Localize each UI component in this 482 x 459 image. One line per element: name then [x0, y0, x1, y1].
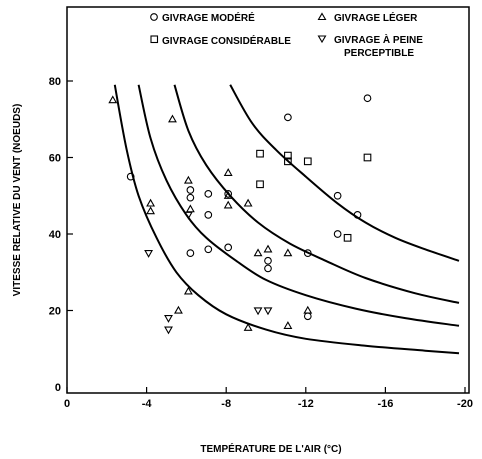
legend-label-barely-perceptible: GIVRAGE À PEINE [334, 33, 423, 46]
data-point-circle [303, 312, 312, 321]
y-tick-label: 40 [49, 229, 61, 241]
data-point-triangle-up [303, 305, 313, 314]
y-axis-title: VITESSE RELATIVE DU VENT (NOEUDS) [12, 104, 23, 297]
x-axis: 0 -4 -8 -12 -16 -20 [64, 387, 473, 410]
y-tick-label: 80 [49, 76, 61, 88]
legend-label-moderate: GIVRAGE MODÉRÉ [162, 11, 255, 24]
data-point-square [303, 157, 312, 166]
y-tick-label: 60 [49, 153, 61, 165]
points-group [108, 94, 372, 335]
data-point-triangle-up [283, 248, 293, 257]
curve-4 [229, 84, 460, 262]
legend-marker-square [150, 35, 159, 44]
data-point-square [256, 180, 264, 189]
data-point-triangle-up [263, 244, 273, 253]
data-point-circle [264, 256, 272, 265]
data-point-circle [333, 230, 342, 238]
x-tick-label: -8 [221, 398, 231, 410]
data-point-triangle-up [223, 168, 233, 176]
data-point-circle [224, 189, 233, 198]
curve-3 [173, 84, 460, 304]
data-point-triangle-up [243, 198, 253, 207]
data-point-triangle-down [253, 307, 263, 316]
legend-marker-triangle-up [317, 12, 327, 21]
data-point-square [363, 153, 372, 162]
data-point-triangle-up [223, 200, 233, 209]
x-tick-label: -20 [457, 398, 473, 410]
data-point-circle [224, 243, 233, 252]
data-point-triangle-up [168, 114, 177, 123]
legend-label-barely-perceptible-line2: PERCEPTIBLE [344, 48, 414, 59]
plot-frame [66, 6, 470, 394]
data-point-triangle-down [144, 249, 154, 258]
data-point-circle [333, 191, 342, 200]
x-tick-label: -16 [377, 398, 393, 410]
legend-marker-circle [150, 13, 158, 21]
x-axis-title: TEMPÉRATURE DE L'AIR (°C) [200, 442, 341, 455]
curves-group [113, 84, 460, 355]
x-tick-label: -12 [298, 398, 314, 410]
data-point-triangle-up [146, 198, 156, 207]
x-tick-label: 0 [64, 398, 70, 410]
data-point-triangle-up [253, 248, 263, 257]
data-point-square [256, 149, 264, 158]
data-point-square [284, 157, 292, 166]
data-point-triangle-up [146, 206, 156, 215]
legend-label-light: GIVRAGE LÉGER [334, 11, 418, 24]
data-point-circle [204, 211, 213, 219]
data-point-circle [204, 245, 213, 254]
data-point-triangle-up [243, 322, 253, 331]
legend-marker-triangle-down [317, 35, 327, 44]
data-point-triangle-down [164, 315, 173, 323]
curve-1 [113, 84, 460, 355]
data-point-circle [186, 186, 195, 194]
legend-label-considerable: GIVRAGE CONSIDÉRABLE [162, 34, 291, 47]
data-point-circle [363, 94, 372, 103]
data-point-triangle-down [183, 211, 193, 220]
data-point-triangle-up [183, 175, 193, 184]
data-point-triangle-up [283, 321, 293, 329]
y-axis: 0 20 40 60 80 [49, 76, 73, 394]
data-point-square [343, 233, 352, 242]
data-point-triangle-up [108, 95, 118, 104]
y-tick-label: 20 [49, 306, 61, 318]
data-point-circle [353, 211, 362, 219]
data-point-circle [186, 193, 195, 202]
data-point-triangle-up [185, 204, 195, 213]
data-point-triangle-down [263, 307, 273, 316]
y-tick-label: 0 [55, 382, 61, 394]
data-point-square [284, 151, 292, 160]
legend: GIVRAGE MODÉRÉ GIVRAGE LÉGER GIVRAGE CON… [150, 11, 423, 59]
data-point-circle [204, 189, 213, 198]
data-point-triangle-up [173, 305, 183, 314]
data-point-circle [303, 249, 312, 257]
data-point-triangle-down [164, 326, 173, 335]
data-point-circle [186, 249, 195, 257]
data-point-triangle-up [183, 286, 193, 295]
data-point-circle [284, 113, 292, 122]
x-tick-label: -4 [142, 398, 153, 410]
data-point-circle [126, 172, 135, 181]
curve-2 [137, 84, 460, 327]
data-point-circle [264, 264, 272, 273]
data-point-triangle-up [223, 191, 233, 199]
